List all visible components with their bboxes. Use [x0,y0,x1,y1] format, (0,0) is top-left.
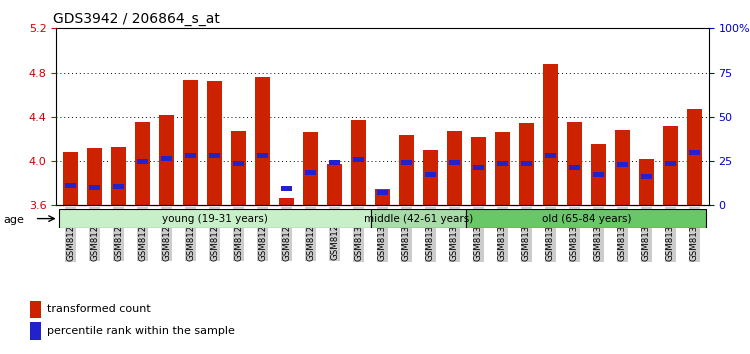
Bar [615,130,629,205]
Bar [353,158,364,162]
Text: age: age [4,215,25,225]
Bar [351,120,366,205]
Bar [255,77,270,205]
Bar [641,174,652,179]
Bar [689,150,700,155]
Bar [569,165,580,170]
Bar [377,189,388,194]
Bar [136,122,150,205]
Bar [161,156,172,161]
Bar [113,184,124,189]
Bar [687,109,701,205]
Bar [593,172,604,177]
Bar [423,150,438,205]
Bar [497,161,508,166]
Bar [543,64,557,205]
Bar [281,186,292,191]
Bar [65,183,76,188]
Text: old (65-84 years): old (65-84 years) [542,213,632,224]
Text: middle (42-61 years): middle (42-61 years) [364,213,473,224]
Bar [591,144,605,205]
Bar [375,189,390,205]
Text: GDS3942 / 206864_s_at: GDS3942 / 206864_s_at [53,12,220,26]
Bar [519,124,534,205]
Bar [447,131,462,205]
Bar [64,152,78,205]
Bar [567,122,581,205]
Bar [184,80,198,205]
Bar [329,160,340,165]
Bar [185,153,196,158]
Bar [327,164,342,205]
Bar [401,160,412,165]
Bar [617,162,628,167]
Bar [88,148,102,205]
Bar [471,137,486,205]
Bar [303,132,318,205]
Bar [112,147,126,205]
Bar [449,160,460,165]
Bar [425,172,436,177]
Bar [137,159,148,164]
Bar [370,209,466,228]
Bar [89,185,100,190]
Bar [473,165,484,170]
Bar [466,209,706,228]
Bar [545,153,556,158]
Bar [665,161,676,166]
Bar [209,153,220,158]
Bar [521,161,532,166]
Bar [30,301,41,318]
Bar [208,81,222,205]
Bar [231,131,246,205]
Bar [58,209,370,228]
Bar [279,198,294,205]
Bar [639,159,653,205]
Text: percentile rank within the sample: percentile rank within the sample [47,326,235,336]
Bar [160,115,174,205]
Bar [257,153,268,158]
Bar [495,132,510,205]
Bar [399,135,414,205]
Text: transformed count: transformed count [47,304,151,314]
Text: young (19-31 years): young (19-31 years) [162,213,268,224]
Bar [305,170,316,175]
Bar [233,161,244,166]
Bar [30,322,41,340]
Bar [663,126,677,205]
